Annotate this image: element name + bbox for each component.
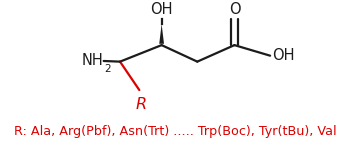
Text: R: Ala, Arg(Pbf), Asn(Trt) ..... Trp(Boc), Tyr(tBu), Val: R: Ala, Arg(Pbf), Asn(Trt) ..... Trp(Boc… [14,125,336,138]
Text: R: R [135,97,146,112]
Text: OH: OH [150,2,173,17]
Polygon shape [159,24,164,44]
Text: NH: NH [82,53,104,68]
Text: OH: OH [273,48,295,63]
Text: O: O [229,2,240,17]
Text: 2: 2 [104,64,111,74]
